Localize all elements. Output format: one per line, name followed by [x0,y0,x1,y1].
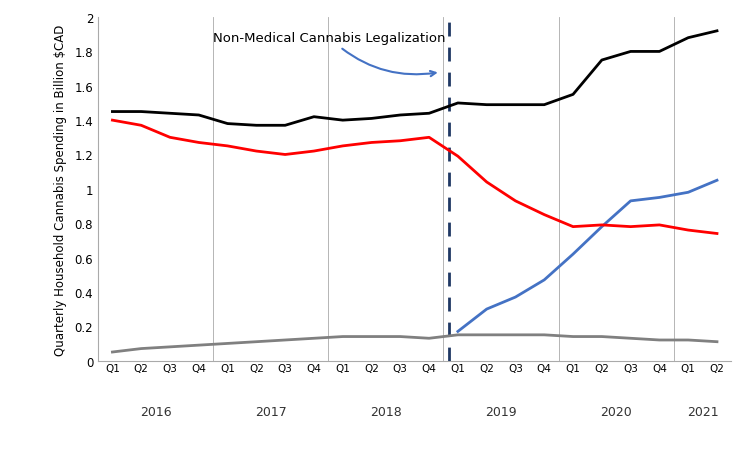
Text: 2016: 2016 [139,405,171,419]
Text: 2020: 2020 [600,405,632,419]
Text: 2017: 2017 [255,405,287,419]
Y-axis label: Quarterly Household Cannabis Spending in Billion $CAD: Quarterly Household Cannabis Spending in… [54,24,67,355]
Text: 2018: 2018 [370,405,402,419]
Text: 2021: 2021 [687,405,719,419]
Text: 2019: 2019 [486,405,517,419]
Text: Non-Medical Cannabis Legalization: Non-Medical Cannabis Legalization [213,32,446,77]
